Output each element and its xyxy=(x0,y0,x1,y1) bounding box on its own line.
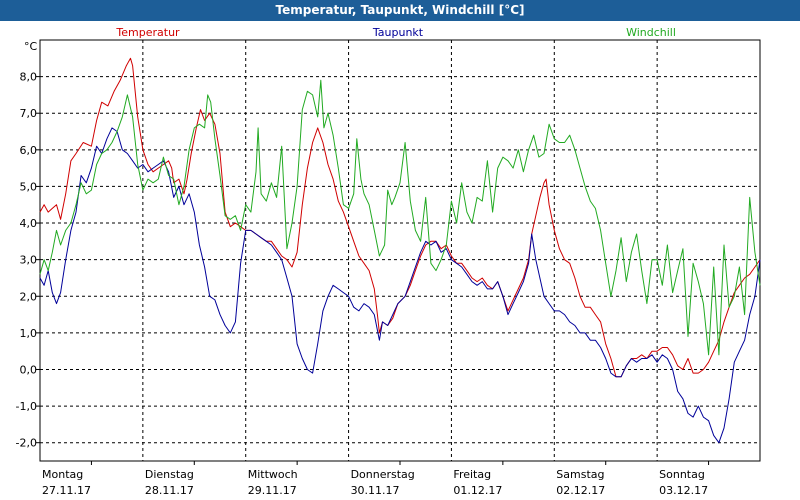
y-tick-label: -1,0 xyxy=(16,400,37,413)
x-tick-day: Montag xyxy=(42,468,83,481)
x-tick-date: 03.12.17 xyxy=(659,484,708,497)
y-tick-label: 6,0 xyxy=(20,144,38,157)
y-tick-label: 5,0 xyxy=(20,180,38,193)
x-axis-ticks: Montag 27.11.17 Dienstag 28.11.17 Mittwoch 29… xyxy=(42,461,710,497)
y-tick-label: 0,0 xyxy=(20,363,38,376)
x-tick-date: 29.11.17 xyxy=(248,484,297,497)
x-tick-date: 28.11.17 xyxy=(145,484,194,497)
y-tick-label: 1,0 xyxy=(20,327,38,340)
y-tick-label: 3,0 xyxy=(20,254,38,267)
x-tick-date: 02.12.17 xyxy=(556,484,605,497)
x-tick-day: Freitag xyxy=(453,468,491,481)
series-lines xyxy=(39,57,761,444)
y-tick-label: 7,0 xyxy=(20,107,38,120)
series-line-windchill xyxy=(39,79,761,356)
y-tick-label: 2,0 xyxy=(20,290,38,303)
grid-lines xyxy=(40,40,760,461)
x-tick-date: 01.12.17 xyxy=(453,484,502,497)
plot-area xyxy=(39,39,761,462)
y-tick-label: 4,0 xyxy=(20,217,38,230)
series-line-taupunkt xyxy=(39,127,761,444)
x-tick-day: Dienstag xyxy=(145,468,194,481)
y-axis-unit: °C xyxy=(24,40,38,53)
x-tick-date: 27.11.17 xyxy=(42,484,91,497)
y-tick-label: -2,0 xyxy=(16,437,37,450)
legend-temperatur: Temperatur xyxy=(115,26,180,39)
x-tick-date: 30.11.17 xyxy=(351,484,400,497)
series-line-temperatur xyxy=(39,57,761,378)
legend-taupunkt: Taupunkt xyxy=(372,26,424,39)
x-tick-day: Sonntag xyxy=(659,468,705,481)
y-axis-ticks: 8,0 7,0 6,0 5,0 4,0 3,0 2,0 1,0 0,0 -1,0 -2,0 xyxy=(16,71,40,450)
y-tick-label: 8,0 xyxy=(20,71,38,84)
x-tick-day: Mittwoch xyxy=(248,468,298,481)
legend-windchill: Windchill xyxy=(626,26,676,39)
x-tick-day: Donnerstag xyxy=(351,468,415,481)
window-title: Temperatur, Taupunkt, Windchill [°C] xyxy=(0,0,800,21)
x-tick-day: Samstag xyxy=(556,468,604,481)
